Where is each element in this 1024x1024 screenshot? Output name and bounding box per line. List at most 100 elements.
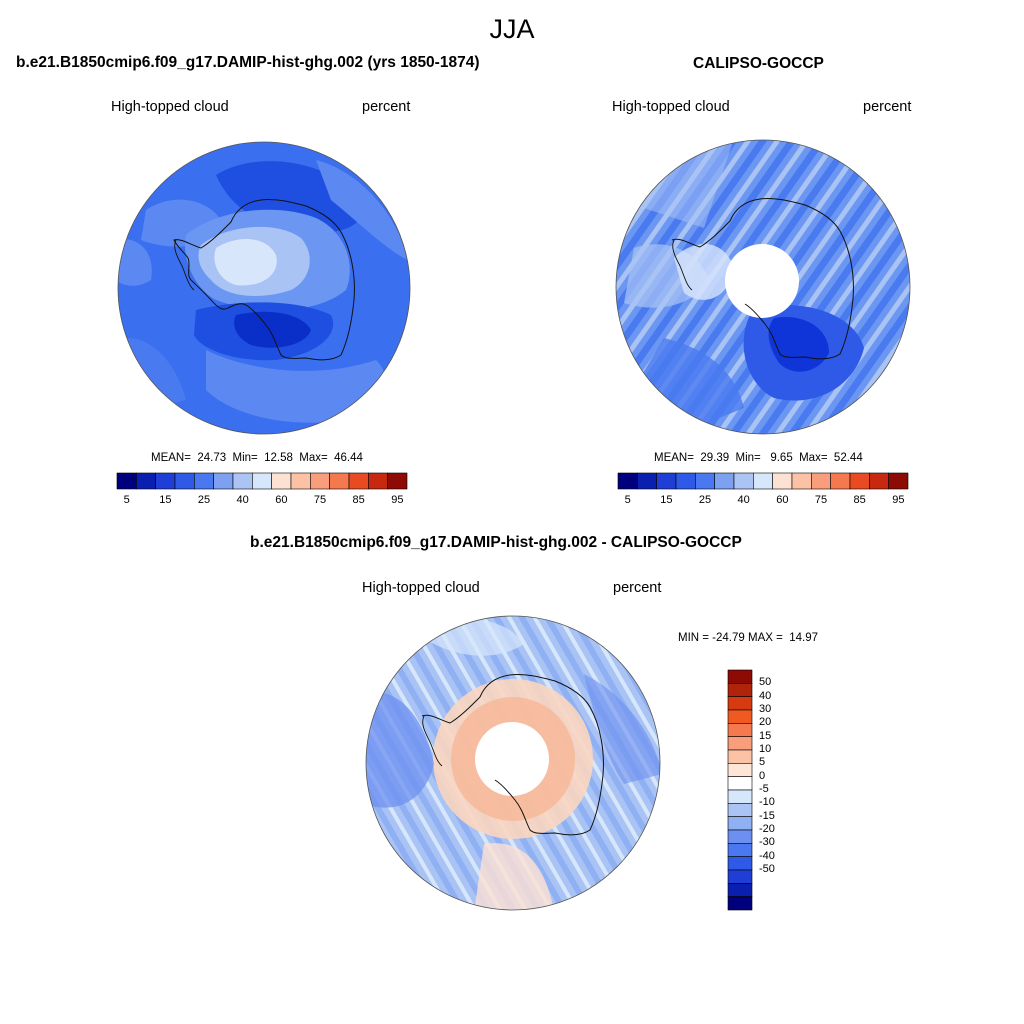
colorbar-observation-tick-label: 25 [698, 494, 712, 506]
missing-data-hole [475, 722, 549, 796]
panel1-title: b.e21.B1850cmip6.f09_g17.DAMIP-hist-ghg.… [16, 54, 480, 71]
colorbar-model-swatch [329, 472, 350, 490]
panel2-title: CALIPSO-GOCCP [693, 55, 824, 72]
panel2-variable-label: High-topped cloud [612, 99, 730, 115]
colorbar-difference-tick-label: 20 [759, 716, 772, 729]
colorbar-difference-swatch [727, 896, 753, 911]
colorbar-observation-swatch [849, 472, 870, 490]
panel3-stats: MIN = -24.79 MAX = 14.97 [678, 632, 818, 644]
colorbar-difference-tick-label: -15 [759, 809, 775, 822]
colorbar-difference-swatch [727, 749, 753, 764]
map-model [117, 141, 411, 435]
colorbar-model-tick-label: 5 [123, 494, 130, 506]
colorbar-difference-tick-label: 30 [759, 703, 772, 715]
colorbar-model-tick-label: 25 [197, 494, 211, 506]
colorbar-difference-swatch [727, 696, 753, 711]
colorbar-difference-tick-label: 5 [759, 756, 766, 769]
antarctica-coastline [421, 674, 604, 836]
colorbar-model-tick-label: 95 [391, 494, 404, 506]
colorbar-model-swatch [290, 472, 311, 490]
colorbar-observation-tick-label: 75 [814, 494, 828, 506]
colorbar-difference-swatch [727, 736, 753, 751]
panel2-units-label: percent [863, 99, 912, 115]
colorbar-model-tick-label: 15 [159, 494, 172, 506]
panel3-title: b.e21.B1850cmip6.f09_g17.DAMIP-hist-ghg.… [250, 534, 742, 551]
colorbar-difference-tick-label: -10 [759, 796, 775, 809]
colorbar-observation-swatch [753, 472, 773, 490]
map-difference [365, 615, 661, 911]
colorbar-model-tick-label: 40 [236, 494, 249, 506]
colorbar-observation-swatch [791, 472, 812, 490]
colorbar-difference-swatch [727, 869, 753, 884]
panel3-units-label: percent [613, 580, 662, 596]
colorbar-observation-swatch [695, 472, 715, 490]
colorbar-observation-swatch [617, 472, 638, 490]
colorbar-observation-swatch [637, 472, 657, 490]
colorbar-model-swatch [387, 472, 408, 490]
colorbar-observation-ticks: 5 15 25 40 60 75 85 95 [617, 494, 909, 510]
antarctica-coastline [173, 199, 355, 361]
colorbar-observation-swatch [714, 472, 735, 490]
colorbar-difference-tick-label: -50 [759, 863, 775, 875]
colorbar-difference-swatch [727, 856, 753, 871]
colorbar-observation-tick-label: 40 [737, 494, 750, 506]
colorbar-difference-swatch [727, 883, 753, 897]
colorbar-difference-swatch [727, 803, 753, 817]
colorbar-model-swatch [271, 472, 292, 490]
colorbar-observation-swatch [656, 472, 677, 490]
colorbar-observation-swatch [830, 472, 851, 490]
colorbar-model-tick-label: 60 [275, 494, 288, 506]
colorbar-difference-tick-label: 10 [759, 743, 772, 755]
colorbar-difference-tick-label: -20 [759, 823, 775, 835]
colorbar-observation-swatch [888, 472, 909, 490]
colorbar-observation-swatch [675, 472, 696, 490]
map-observation [615, 139, 911, 435]
colorbar-model-swatch [310, 472, 330, 490]
panel1-variable-label: High-topped cloud [111, 99, 229, 115]
colorbar-model-ticks: 5 15 25 40 60 75 85 95 [116, 494, 408, 510]
colorbar-model-swatch [348, 472, 369, 490]
colorbar-observation-swatch [772, 472, 793, 490]
panel3-variable-label: High-topped cloud [362, 580, 480, 596]
colorbar-difference-tick-label: -30 [759, 836, 775, 849]
colorbar-difference-tick-label: 50 [759, 676, 772, 689]
panel1-units-label: percent [362, 99, 411, 115]
colorbar-difference-swatch [727, 669, 753, 684]
colorbar-model [116, 472, 408, 490]
colorbar-difference-swatch [727, 843, 753, 857]
colorbar-observation [617, 472, 909, 490]
colorbar-model-swatch [116, 472, 137, 490]
panel1-stats: MEAN= 24.73 Min= 12.58 Max= 46.44 [151, 452, 363, 464]
colorbar-difference-swatch [727, 723, 753, 737]
colorbar-difference [727, 669, 753, 911]
missing-data-hole [725, 244, 799, 318]
colorbar-difference-swatch [727, 789, 753, 804]
colorbar-model-swatch [155, 472, 176, 490]
colorbar-model-swatch [213, 472, 234, 490]
colorbar-observation-swatch [811, 472, 831, 490]
colorbar-model-swatch [368, 472, 388, 490]
colorbar-model-swatch [232, 472, 253, 490]
colorbar-difference-tick-label: 15 [759, 729, 772, 742]
colorbar-difference-ticks: 50 40 30 20 15 10 5 0 -5 -10 -15 -20 -30 -40 -50 [759, 669, 799, 911]
colorbar-observation-swatch [869, 472, 889, 490]
colorbar-model-tick-label: 75 [313, 494, 327, 506]
colorbar-model-swatch [136, 472, 156, 490]
colorbar-model-swatch [194, 472, 214, 490]
colorbar-difference-tick-label: -40 [759, 849, 775, 862]
colorbar-observation-swatch [733, 472, 754, 490]
colorbar-difference-swatch [727, 683, 753, 697]
page-title: JJA [489, 14, 535, 44]
colorbar-model-swatch [252, 472, 272, 490]
colorbar-observation-tick-label: 85 [853, 494, 866, 506]
colorbar-difference-tick-label: -5 [759, 783, 769, 795]
colorbar-difference-tick-label: 0 [759, 769, 766, 782]
colorbar-model-tick-label: 85 [352, 494, 365, 506]
panel2-stats: MEAN= 29.39 Min= 9.65 Max= 52.44 [654, 452, 863, 464]
colorbar-model-swatch [174, 472, 195, 490]
colorbar-difference-swatch [727, 709, 753, 724]
colorbar-observation-tick-label: 95 [892, 494, 905, 506]
antarctica-coastline [671, 198, 854, 360]
colorbar-difference-tick-label: 40 [759, 689, 772, 702]
colorbar-observation-tick-label: 15 [660, 494, 673, 506]
